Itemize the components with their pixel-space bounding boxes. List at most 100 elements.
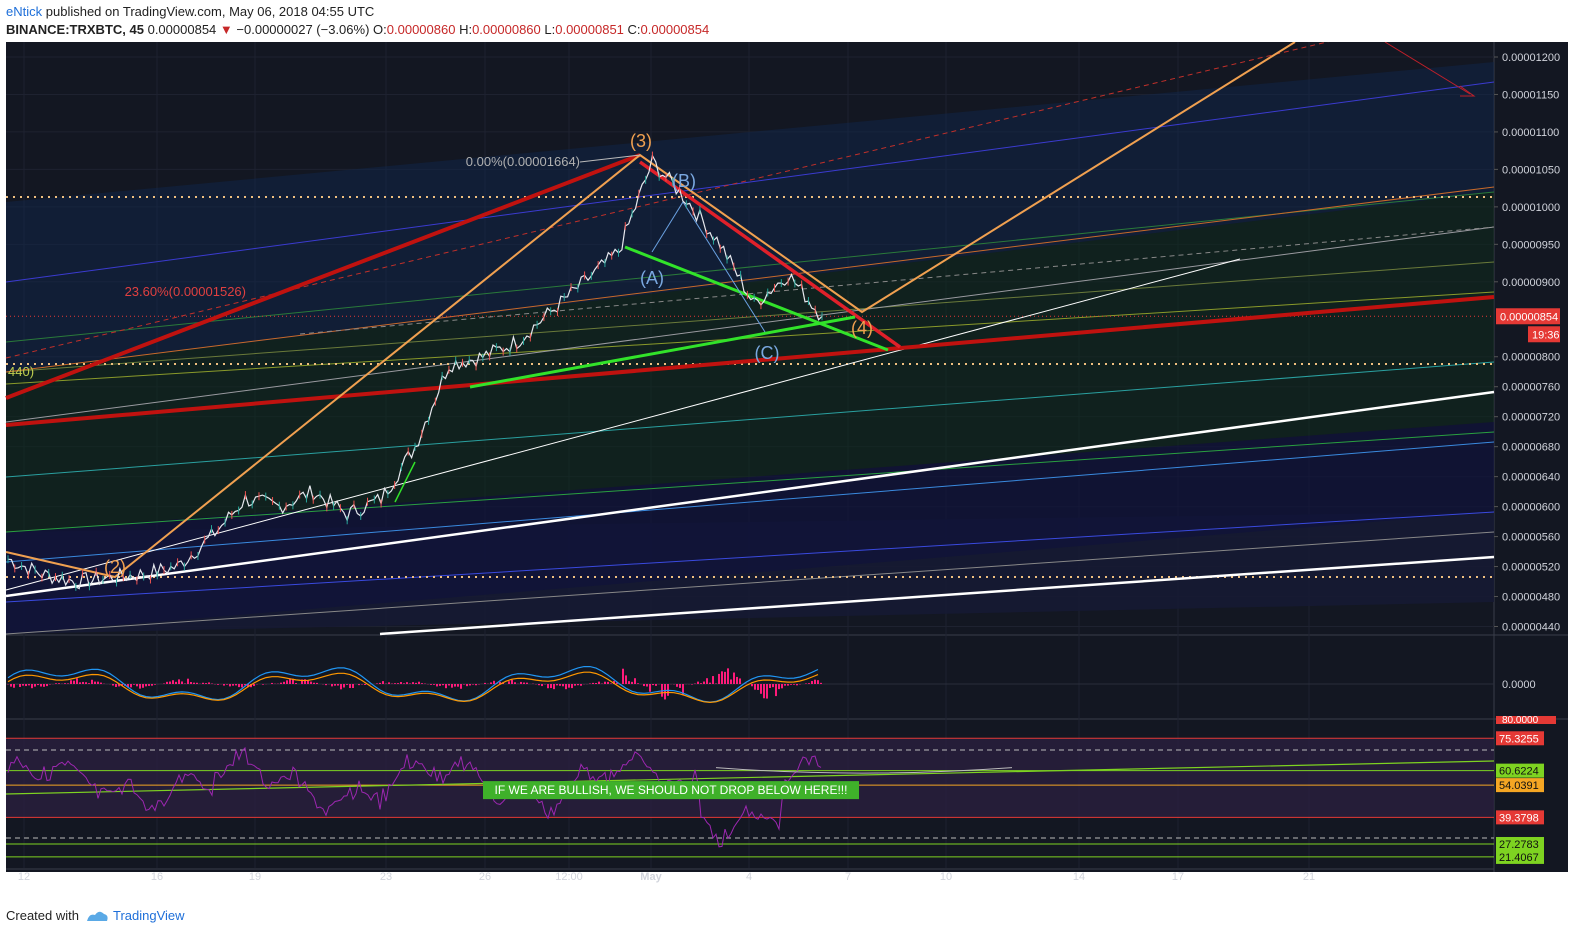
author-link[interactable]: eNtick (6, 4, 43, 19)
x-tick-label: 16 (151, 871, 163, 883)
y-tick-label: 0.00000440 (1502, 622, 1560, 634)
white-trendline (5, 390, 1495, 598)
green-trendline (624, 245, 889, 352)
wave-label: (A) (640, 268, 664, 288)
low-value: 0.00000851 (555, 22, 624, 37)
annotation-text: IF WE ARE BULLISH, WE SHOULD NOT DROP BE… (495, 783, 848, 797)
last-price: 0.00000854 (147, 22, 217, 37)
tradingview-logo-icon (86, 911, 108, 921)
close-label: C: (627, 22, 641, 37)
tradingview-brand: TradingView (112, 908, 185, 923)
x-tick-label: 4 (746, 871, 752, 883)
red-trendline (5, 295, 1495, 427)
y-tick-label: 0.00001200 (1502, 52, 1560, 64)
y-tick-label: 0.00001100 (1502, 127, 1559, 139)
rsi-trendline (5, 760, 1495, 795)
wave-label: (B) (672, 171, 696, 191)
elliott-wave-line (639, 154, 863, 313)
high-value: 0.00000860 (472, 22, 541, 37)
macd-signal-line (7, 671, 819, 704)
wave-label: (2) (104, 557, 126, 577)
published-text: published on TradingView.com, May 06, 20… (45, 4, 375, 19)
channel-line (5, 291, 1495, 385)
dashed-midline (299, 226, 1495, 335)
red-trendline (5, 153, 641, 400)
white-trendline (379, 555, 1495, 636)
x-tick-label: 19 (249, 871, 261, 883)
y-tick-label: 0.00000520 (1502, 562, 1560, 574)
rsi-top-badge (1496, 716, 1556, 724)
y-tick-label: 0.00000800 (1502, 352, 1560, 364)
x-tick-label: 12 (18, 871, 30, 883)
y-tick-label: 0.00000640 (1502, 472, 1560, 484)
white-trendline-thin (5, 258, 1241, 591)
y-tick-label: 0.00000600 (1502, 502, 1560, 514)
fib-anchor-line (579, 154, 641, 163)
channel-line (5, 361, 1495, 478)
x-tick-label: 21 (1303, 871, 1315, 883)
symbol-name[interactable]: BINANCE:TRXBTC, 45 (6, 22, 144, 37)
macd-zero-label: 0.0000 (1502, 679, 1536, 691)
open-label: O: (373, 22, 387, 37)
macd-line (7, 665, 819, 703)
close-value: 0.00000854 (640, 22, 710, 37)
rsi-level-label: 27.2783 (1499, 839, 1539, 851)
countdown-badge (1528, 326, 1560, 343)
y-tick-label: 0.00001050 (1502, 164, 1560, 176)
dashed-fib-line (5, 42, 1329, 359)
down-arrow-icon: ▼ (219, 22, 233, 37)
zone-fill (6, 62, 1494, 372)
symbol-line: BINANCE:TRXBTC, 45 0.00000854 ▼ −0.00000… (6, 21, 709, 39)
channel-line (5, 441, 1495, 563)
rsi-level-badge (1496, 810, 1544, 825)
x-tick-label: 10 (940, 871, 952, 883)
fib-label: 0.00%(0.00001664) (466, 154, 580, 169)
x-tick-label: 26 (479, 871, 491, 883)
rsi-top-label: 80.0000 (1502, 715, 1539, 726)
rsi-level-label: 75.3255 (1499, 733, 1539, 745)
fib-label: 23.60%(0.00001526) (125, 284, 246, 299)
y-tick-label: 0.00000760 (1502, 382, 1560, 394)
channel-line (5, 186, 1495, 373)
x-tick-label: 7 (845, 871, 851, 883)
y-tick-label: 0.00001150 (1502, 89, 1559, 101)
rsi-level-badge (1496, 778, 1544, 793)
channel-line (5, 226, 1495, 423)
y-tick-label: 0.00001000 (1502, 202, 1560, 214)
rsi-level-label: 60.6224 (1499, 766, 1539, 778)
y-tick-label: 0.00000950 (1502, 239, 1560, 251)
wave-label: (3) (630, 131, 652, 151)
y-tick-label: 0.00000900 (1502, 277, 1560, 289)
y-tick-label: 0.00000680 (1502, 442, 1560, 454)
channel-line (5, 81, 1495, 283)
rsi-level-badge (1496, 849, 1544, 864)
tradingview-link[interactable]: TradingView (85, 908, 185, 923)
zone-fill (6, 422, 1494, 634)
publish-line: eNtick published on TradingView.com, May… (6, 3, 709, 21)
y-tick-label: 0.00000720 (1502, 412, 1560, 424)
x-tick-label: 12:00 (555, 871, 583, 883)
rsi-level-label: 54.0391 (1499, 780, 1539, 792)
wave-label: (4) (851, 318, 873, 338)
high-label: H: (459, 22, 473, 37)
channel-line (5, 261, 1495, 373)
green-arrow (394, 461, 416, 503)
channel-line (5, 191, 1495, 343)
channel-line (5, 511, 1495, 603)
x-tick-label: 14 (1073, 871, 1085, 883)
y-tick-label: 0.00000560 (1502, 532, 1560, 544)
x-tick-label: May (640, 871, 662, 883)
current-price-badge (1496, 308, 1560, 325)
fib-label: 440) (8, 364, 34, 379)
red-arrow-head (1459, 85, 1476, 97)
created-with-text: Created with (6, 908, 79, 923)
low-label: L: (544, 22, 556, 37)
x-tick-label: 23 (380, 871, 392, 883)
chart-canvas[interactable]: (3) (B) (A) (C) (2) (4) 0.00%(0.00001664) 23.60… (0, 42, 1592, 904)
green-trendline (469, 315, 856, 389)
rsi-level-label: 21.4067 (1499, 852, 1539, 864)
channel-line (5, 531, 1495, 635)
rsi-level-badge (1496, 763, 1544, 778)
footer: Created with TradingView (6, 908, 185, 923)
channel-line (5, 431, 1495, 533)
